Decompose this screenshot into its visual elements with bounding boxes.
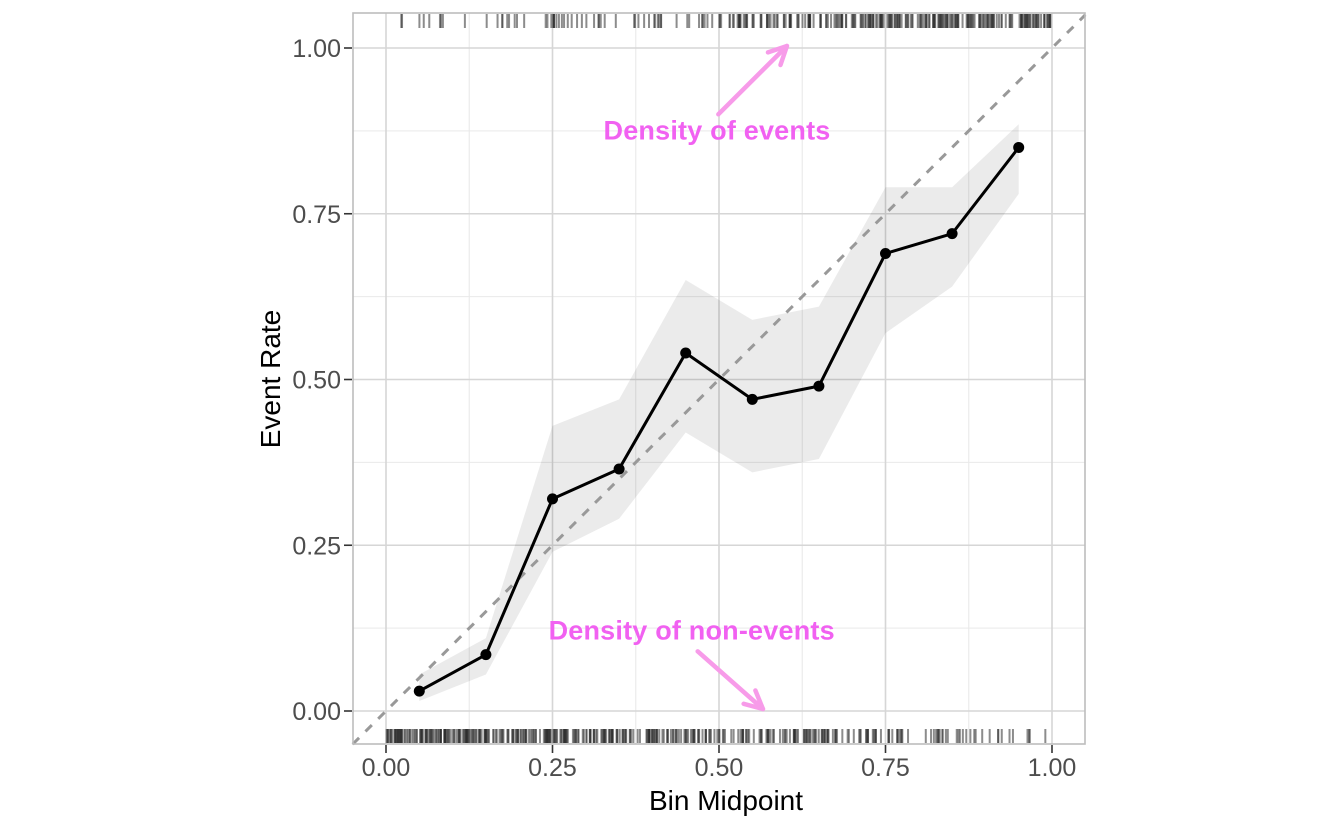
arrow-to-non-events-rug-shaft <box>695 649 766 712</box>
arrow-to-non-events-rug-head <box>741 688 766 712</box>
y-tick-label: 0.00 <box>292 698 341 726</box>
data-point <box>946 228 958 240</box>
y-tick-label: 0.75 <box>292 201 341 229</box>
data-point <box>880 248 891 260</box>
x-tick-label: 0.00 <box>362 754 411 782</box>
arrow-to-events-rug-head <box>765 43 790 68</box>
y-tick-label: 1.00 <box>292 35 341 63</box>
confidence-ribbon <box>419 124 1019 702</box>
arrow-to-events-rug-shaft <box>716 43 790 117</box>
data-point <box>547 493 558 505</box>
y-tick-label: 0.50 <box>292 367 341 395</box>
x-tick-label: 1.00 <box>1028 754 1077 782</box>
y-tick-label: 0.25 <box>292 532 341 560</box>
data-point <box>813 380 825 392</box>
data-point <box>1013 141 1025 153</box>
x-tick-label: 0.50 <box>695 754 744 782</box>
data-point <box>746 393 758 405</box>
data-point <box>680 347 692 359</box>
y-axis-title: Event Rate <box>255 309 286 448</box>
data-point <box>613 463 625 475</box>
x-tick-label: 0.25 <box>528 754 577 782</box>
calibration-line <box>418 146 1020 693</box>
data-point <box>480 649 492 661</box>
panel-border <box>352 12 1086 745</box>
x-tick-label: 0.75 <box>861 754 910 782</box>
x-axis-title: Bin Midpoint <box>648 785 804 816</box>
data-point <box>413 685 425 697</box>
